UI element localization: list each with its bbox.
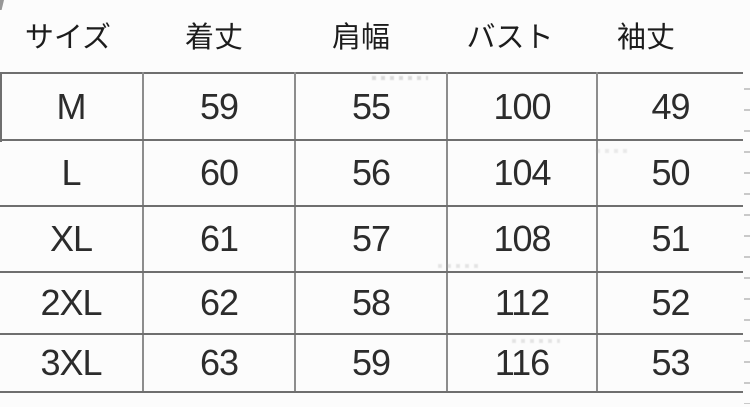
measurement-cell: 59	[295, 333, 448, 393]
table-row: XL 61 57 108 51	[0, 205, 743, 273]
measurement-cell: 55	[295, 72, 448, 141]
measurement-cell: 50	[597, 139, 743, 207]
measurement-cell: 56	[295, 139, 448, 207]
column-header-sleeve-length: 袖丈	[616, 22, 676, 54]
table-row: 2XL 62 58 112 52	[0, 271, 743, 335]
column-header-bust: バスト	[466, 22, 554, 54]
table-row: M 59 55 100 49	[0, 72, 743, 141]
column-header-shoulder-width: 肩幅	[331, 22, 391, 54]
watermark-artifact	[596, 149, 632, 153]
table-row: L 60 56 104 50	[0, 139, 743, 207]
measurement-cell: 59	[143, 72, 296, 141]
measurement-cell: 100	[447, 72, 598, 141]
size-label-cell: L	[0, 139, 144, 207]
table-left-border-fragment	[0, 73, 2, 142]
measurement-cell: 51	[597, 205, 743, 273]
measurement-cell: 57	[295, 205, 448, 273]
table-row: 3XL 63 59 116 53	[0, 333, 743, 393]
watermark-artifact	[372, 76, 428, 80]
measurement-cell: 61	[143, 205, 296, 273]
measurement-cell: 108	[447, 205, 598, 273]
cropped-edge-lines	[744, 88, 750, 404]
measurement-cell: 52	[597, 271, 743, 335]
measurement-cell: 116	[447, 333, 598, 393]
column-header-size: サイズ	[24, 22, 112, 54]
measurement-cell: 63	[143, 333, 296, 393]
size-label-cell: M	[0, 72, 144, 141]
measurement-cell: 104	[447, 139, 598, 207]
measurement-cell: 60	[143, 139, 296, 207]
watermark-artifact	[512, 339, 560, 343]
size-label-cell: XL	[0, 205, 144, 273]
size-label-cell: 2XL	[0, 271, 144, 335]
measurement-cell: 53	[597, 333, 743, 393]
watermark-artifact	[438, 264, 482, 268]
column-header-body-length: 着丈	[184, 22, 244, 54]
corner-artifact	[0, 0, 4, 10]
measurement-cell: 49	[597, 72, 743, 141]
measurement-cell: 58	[295, 271, 448, 335]
measurement-cell: 62	[143, 271, 296, 335]
measurement-cell: 112	[447, 271, 598, 335]
size-label-cell: 3XL	[0, 333, 144, 393]
size-table: M 59 55 100 49 L 60 56 104 50 XL 61 57 1…	[0, 72, 743, 393]
